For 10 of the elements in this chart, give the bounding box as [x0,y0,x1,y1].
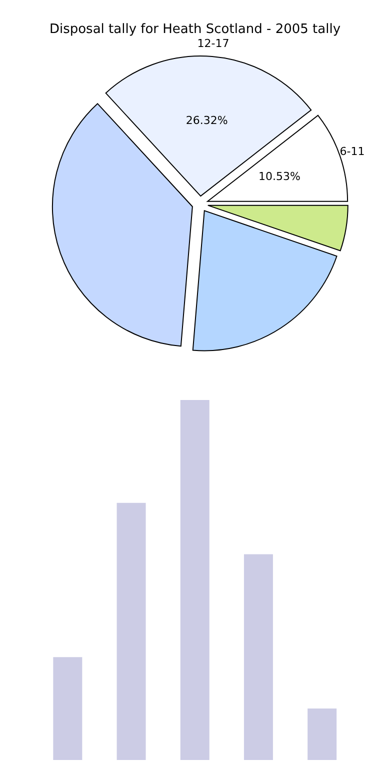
slice-label: 6-11 [340,145,365,158]
data-label: 10.53% [258,170,300,184]
bar [308,708,337,760]
bar [116,502,146,760]
bar [53,657,82,760]
chart-title: Disposal tally for Heath Scotland - 2005 tally [48,22,342,37]
slice-label: 12-17 [197,37,230,50]
bar [244,554,273,760]
bar [180,400,210,760]
data-label: 26.32% [186,114,228,127]
